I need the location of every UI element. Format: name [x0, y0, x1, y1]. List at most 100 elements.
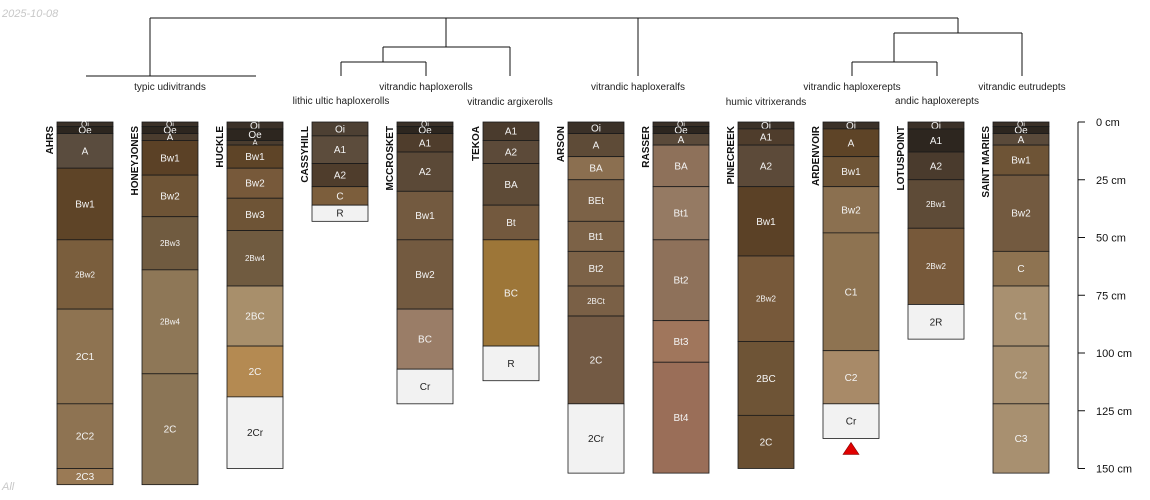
horizon-block — [396, 308, 454, 370]
horizon-block — [226, 285, 284, 347]
horizon-block — [737, 255, 795, 342]
horizon-label: 2C — [760, 437, 773, 448]
horizon-label: Oi — [421, 120, 429, 129]
horizon-label: Bt1 — [588, 232, 603, 243]
horizon-label: C2 — [1015, 370, 1028, 381]
horizon-label: A — [252, 139, 258, 148]
horizon-block — [567, 179, 625, 222]
depth-tick-label: 150 cm — [1096, 464, 1132, 476]
horizon-block — [396, 368, 454, 405]
horizon-label: 2Bw4 — [160, 318, 181, 327]
horizon-block — [396, 190, 454, 241]
horizon-label: Bt3 — [673, 337, 688, 348]
horizon-block — [992, 285, 1050, 347]
horizon-block — [311, 204, 369, 222]
horizon-block — [737, 414, 795, 469]
triangle-marker-icon — [842, 441, 860, 455]
horizon-label: 2Bw4 — [245, 254, 266, 263]
soil-profile: Oi A1 A2 CR CASSYHILL — [300, 121, 369, 222]
horizon-label: Oe — [163, 126, 177, 137]
horizon-block — [56, 133, 114, 169]
horizon-label: R — [336, 209, 343, 220]
horizon-label: Bw1 — [160, 153, 180, 164]
horizon-block — [56, 167, 114, 241]
horizon-label: Bw1 — [415, 211, 435, 222]
depth-tick-label: 0 cm — [1096, 117, 1120, 129]
taxon-label: typic udivitrands — [134, 82, 206, 93]
horizon-label: 2Bw3 — [160, 239, 181, 248]
horizon-label: 2Bw2 — [75, 270, 96, 279]
horizon-block — [482, 163, 540, 206]
horizon-label: BC — [504, 288, 518, 299]
horizon-label: Bt1 — [673, 209, 688, 220]
taxon-label: vitrandic eutrudepts — [978, 82, 1065, 93]
horizon-block — [822, 128, 880, 158]
horizon-label: 2Bw1 — [926, 200, 947, 209]
horizon-label: Bw2 — [1011, 209, 1031, 220]
horizon-label: Bw2 — [245, 179, 265, 190]
profile-name: LOTUSPOINT — [896, 126, 907, 190]
horizon-label: Cr — [846, 417, 857, 428]
horizon-block — [141, 373, 199, 486]
horizon-label: 2Cr — [247, 428, 264, 439]
taxon-label: vitrandic haploxerolls — [379, 82, 472, 93]
horizon-label: Oe — [418, 126, 432, 137]
horizon-label: BA — [504, 180, 518, 191]
horizon-label: C1 — [1015, 312, 1028, 323]
horizon-block — [482, 239, 540, 347]
horizon-block — [907, 304, 965, 340]
horizon-label: Oi — [81, 120, 89, 129]
horizon-block — [652, 239, 710, 322]
horizon-label: Oe — [1014, 126, 1028, 137]
profile-name: HONEYJONES — [130, 126, 141, 196]
horizon-block — [992, 345, 1050, 405]
horizon-block — [822, 403, 880, 439]
horizon-label: C — [1017, 264, 1024, 275]
soil-profile: Oi A1 A2 2Bw1 2Bw2 2R LOTUSPOINT — [896, 121, 965, 340]
profile-name: SAINT MARIES — [981, 126, 992, 198]
horizon-block — [907, 179, 965, 229]
horizon-label: Oe — [248, 130, 262, 141]
horizon-label: BA — [674, 161, 688, 172]
profile-name: HUCKLE — [215, 126, 226, 168]
soil-profile: Oi A Bw1 Bw2 C1 C2 Cr ARDENVOIR — [811, 121, 880, 439]
horizon-label: C1 — [845, 287, 858, 298]
taxon-label: vitrandic haploxerepts — [803, 82, 900, 93]
profile-name: CASSYHILL — [300, 126, 311, 183]
depth-tick-label: 125 cm — [1096, 406, 1132, 418]
horizon-label: A — [678, 135, 685, 146]
horizon-label: Cr — [420, 382, 431, 393]
horizon-label: BA — [589, 164, 603, 175]
horizon-label: Bw1 — [841, 167, 861, 178]
horizon-label: 2C — [249, 367, 262, 378]
horizon-block — [822, 350, 880, 405]
horizon-label: 2Bw2 — [926, 262, 947, 271]
horizon-block — [141, 269, 199, 375]
horizon-label: Bw2 — [160, 191, 180, 202]
horizon-label: A — [167, 133, 174, 144]
horizon-block — [482, 204, 540, 241]
horizon-block — [56, 308, 114, 405]
horizon-block — [567, 285, 625, 317]
horizon-label: R — [507, 359, 514, 370]
horizon-label: 2C2 — [76, 432, 95, 443]
horizon-label: 2Bw2 — [756, 295, 777, 304]
horizon-block — [141, 140, 199, 176]
horizon-label: Oi — [250, 121, 260, 132]
horizon-block — [652, 361, 710, 474]
horizon-label: A1 — [334, 145, 347, 156]
horizon-label: 2BC — [245, 312, 264, 323]
profile-name: ARDENVOIR — [811, 125, 822, 186]
horizon-block — [56, 468, 114, 486]
horizon-label: Oi — [591, 123, 601, 134]
horizon-label: Bt2 — [588, 264, 603, 275]
horizon-label: BEt — [588, 196, 604, 207]
footer-note: All — [2, 481, 15, 493]
horizon-label: 2BC — [756, 374, 775, 385]
horizon-label: A — [848, 138, 855, 149]
horizon-block — [822, 186, 880, 234]
